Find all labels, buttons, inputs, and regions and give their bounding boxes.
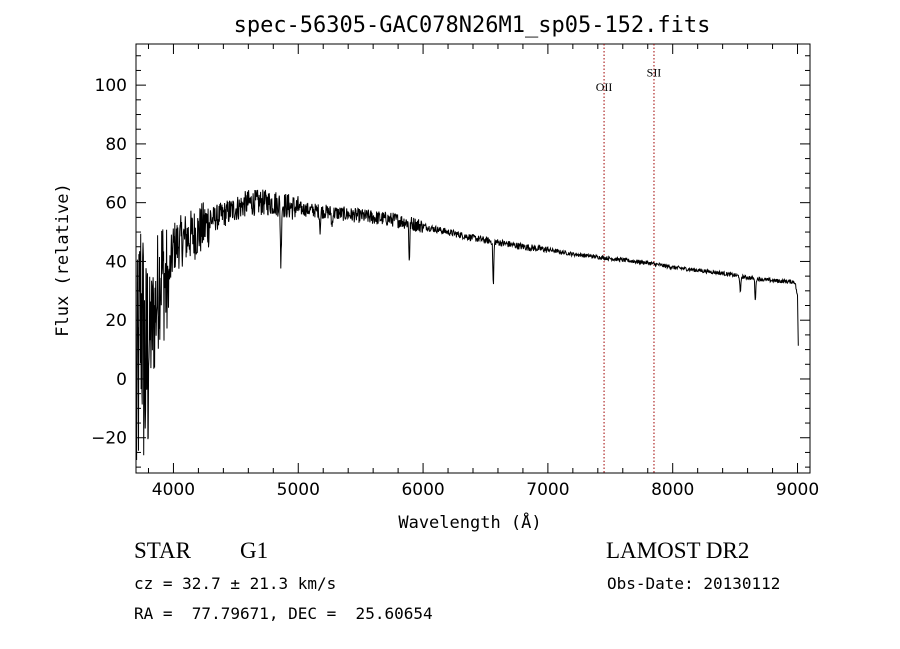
coordinates: RA = 77.79671, DEC = 25.60654 [134, 604, 433, 623]
y-axis: −20 0 20 40 60 80 100 [91, 55, 810, 468]
emission-line-label: OII [596, 80, 613, 94]
y-axis-label: Flux (relative) [53, 183, 73, 337]
x-tick-label: 8000 [651, 480, 694, 500]
x-tick-label: 6000 [401, 480, 444, 500]
chart-title: spec-56305-GAC078N26M1_sp05-152.fits [234, 13, 711, 38]
y-tick-label: 0 [116, 370, 127, 390]
emission-line-label: SII [647, 65, 662, 79]
object-class: STAR [134, 538, 191, 563]
y-tick-label: 100 [95, 76, 127, 96]
x-tick-label: 4000 [152, 480, 195, 500]
x-axis-label: Wavelength (Å) [398, 511, 541, 533]
survey-name: LAMOST DR2 [606, 538, 750, 563]
redshift-info: cz = 32.7 ± 21.3 km/s [134, 574, 337, 593]
y-tick-label: −20 [91, 429, 127, 449]
observation-date: Obs-Date: 20130112 [607, 574, 781, 593]
y-tick-label: 20 [105, 311, 127, 331]
y-tick-label: 80 [105, 135, 127, 155]
x-axis: 4000 5000 6000 7000 8000 9000 [147, 44, 819, 500]
x-tick-label: 9000 [776, 480, 819, 500]
plot-frame [135, 43, 811, 474]
x-tick-label: 7000 [526, 480, 569, 500]
object-subclass: G1 [240, 538, 269, 563]
x-tick-label: 5000 [277, 480, 320, 500]
y-tick-label: 40 [105, 252, 127, 272]
y-tick-label: 60 [105, 194, 127, 214]
spectrum-line [135, 189, 799, 461]
